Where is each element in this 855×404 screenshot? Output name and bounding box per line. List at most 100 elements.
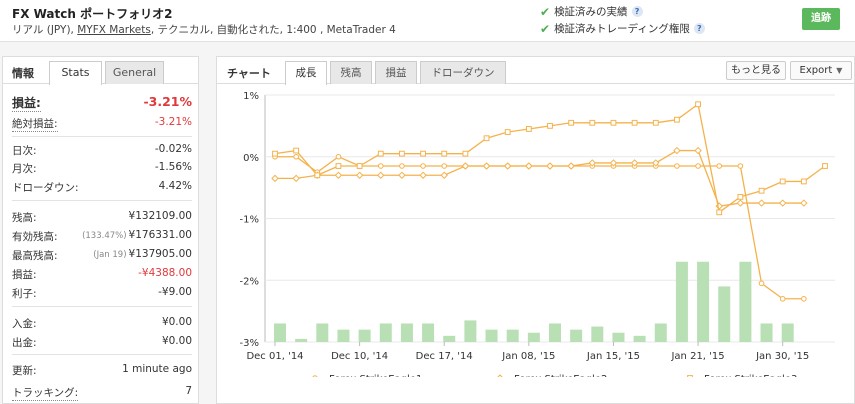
data-point (737, 163, 744, 169)
x-tick-label: Dec 17, '14 (416, 351, 473, 362)
data-point (779, 295, 786, 302)
volume-bar (549, 323, 561, 342)
data-point (737, 193, 744, 200)
volume-bar (760, 323, 773, 342)
info-panel: 情報 Stats General 損益: -3.21% 絶対損益: -3.21%… (2, 56, 199, 404)
data-point (441, 163, 448, 169)
data-point (716, 209, 723, 216)
tab-balance[interactable]: 残高 (330, 61, 372, 84)
legend-label: Forex StrikeEagle3 (704, 374, 797, 377)
account-type: リアル (JPY), (12, 24, 78, 36)
data-point (674, 163, 680, 169)
tab-stats[interactable]: Stats (49, 61, 102, 85)
tab-growth[interactable]: 成長 (285, 61, 327, 85)
follow-button[interactable]: 追跡 (802, 8, 840, 30)
data-point (694, 146, 702, 155)
data-point (419, 171, 427, 179)
data-point (334, 171, 343, 179)
y-tick-label: -2% (240, 276, 259, 287)
stat-value: (Jan 19) ¥137905.00 (93, 248, 192, 260)
verified-trading-privileges-label: 検証済みトレーディング権限 (554, 23, 690, 35)
stat-row-highest: 最高残高: (Jan 19) ¥137905.00 (12, 248, 192, 264)
stat-label: 更新: (12, 365, 37, 377)
data-point (377, 163, 384, 169)
volume-bar (697, 261, 710, 342)
volume-bar (422, 323, 435, 342)
growth-chart: 1% 0% -1% -2% -3% Dec 01, '14 Dec 10, '14 Dec 1… (240, 91, 835, 377)
export-button[interactable]: Export ▼ (790, 61, 852, 80)
data-point (547, 122, 553, 129)
volume-bar (633, 335, 646, 342)
data-point (335, 153, 342, 160)
data-point (461, 162, 470, 170)
data-point (588, 159, 597, 167)
info-tabs: 情報 Stats General (3, 57, 198, 85)
legend-label: Forex StrikeEagle2 (514, 374, 607, 377)
data-point (778, 199, 787, 207)
volume-bar (781, 323, 794, 342)
volume-bar (400, 323, 413, 342)
data-point (292, 174, 300, 183)
data-point (695, 101, 701, 108)
data-point (674, 116, 680, 123)
tab-general[interactable]: General (105, 61, 164, 84)
volume-bar (506, 329, 519, 342)
data-point (567, 162, 575, 170)
y-tick-label: 1% (243, 91, 259, 102)
x-tick-label: Jan 30, '15 (755, 351, 809, 362)
volume-bar (464, 320, 477, 342)
tab-profit[interactable]: 損益 (375, 61, 417, 84)
data-point (355, 171, 364, 179)
stat-row-tracking[interactable]: トラッキング: 7 (12, 385, 192, 401)
stat-note: (Jan 19) (93, 250, 127, 260)
volume-bar (654, 323, 667, 342)
data-point (589, 119, 596, 126)
volume-bar (527, 332, 540, 342)
volume-bar (675, 261, 688, 342)
divider (12, 136, 192, 137)
data-point (420, 150, 426, 157)
help-icon[interactable]: ? (693, 23, 705, 34)
volume-bar (591, 326, 604, 342)
broker-link[interactable]: MYFX Markets (77, 24, 151, 36)
stat-label: 有効残高: (12, 231, 58, 243)
volume-bar (570, 329, 583, 342)
data-point (272, 150, 278, 157)
data-point (801, 295, 807, 302)
y-tick-label: 0% (243, 153, 259, 164)
stat-label[interactable]: トラッキング: (12, 387, 79, 401)
check-icon: ✔ (540, 21, 551, 36)
more-button[interactable]: もっと見る (726, 61, 786, 80)
data-point (482, 162, 491, 170)
stat-label: ドローダウン: (12, 182, 79, 194)
stat-value: -0.02% (154, 143, 192, 155)
verified-track-record: ✔ 検証済みの実績 ? (540, 4, 643, 19)
divider (12, 200, 192, 201)
volume-bar (274, 323, 286, 342)
stat-row-updated: 更新: 1 minute ago (12, 363, 192, 379)
data-point (631, 119, 638, 126)
legend-marker (497, 374, 503, 377)
stat-amount: ¥176331.00 (128, 229, 192, 241)
data-point (441, 150, 448, 157)
data-point (800, 178, 807, 185)
account-subtitle: リアル (JPY), MYFX Markets, テクニカル, 自動化された, … (12, 22, 396, 37)
data-point (546, 162, 554, 170)
chart-panel: チャート 成長 残高 損益 ドローダウン もっと見る Export ▼ 1% 0% -… (216, 56, 855, 404)
series-line (275, 156, 804, 300)
volume-bar (358, 329, 371, 342)
stat-label: 残高: (12, 212, 37, 224)
stat-amount: ¥137905.00 (128, 248, 192, 260)
stat-value: 1 minute ago (122, 363, 192, 375)
stat-label: 出金: (12, 337, 37, 349)
data-point (568, 119, 575, 126)
data-point (399, 150, 405, 157)
data-point (695, 163, 701, 169)
data-point (377, 171, 385, 179)
x-tick-label: Jan 08, '15 (501, 351, 555, 362)
data-point (525, 162, 533, 170)
stat-row-withdrawals: 出金: ¥0.00 (12, 335, 192, 351)
series-line (275, 149, 804, 207)
tab-drawdown[interactable]: ドローダウン (420, 61, 506, 84)
help-icon[interactable]: ? (631, 6, 643, 17)
